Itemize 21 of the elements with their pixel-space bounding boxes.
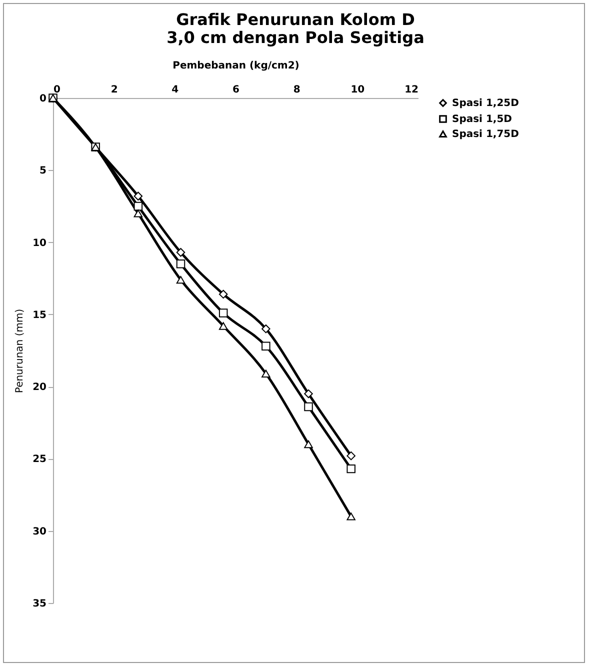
x-tick-label: 12 [404,84,419,96]
y-tick-label: 20 [32,382,47,394]
x-tick-label: 6 [232,84,240,96]
x-axis-title: Pembebanan (kg/cm2) [172,60,300,72]
legend-label: Spasi 1,25D [452,98,519,109]
x-tick-label: 8 [293,84,300,96]
y-axis-title: Penurunan (mm) [14,308,26,394]
x-tick-label: 10 [350,84,365,96]
y-tick-label: 35 [32,598,47,610]
y-tick-label: 15 [32,310,47,321]
x-tick-label: 2 [110,84,118,96]
y-tick-label: 30 [32,526,47,538]
x-tick-label: 4 [172,84,179,96]
y-tick-label: 25 [32,454,47,466]
legend-label: Spasi 1,75D [452,129,519,140]
chart-title: Grafik Penurunan Kolom D 3,0 cm dengan Pola Segitiga [166,10,424,47]
y-tick-label: 10 [32,238,47,249]
y-tick-label: 0 [40,94,47,104]
x-tick-label: 0 [54,84,60,96]
y-tick-label: 5 [40,166,47,177]
legend-label: Spasi 1,5D [452,114,512,125]
